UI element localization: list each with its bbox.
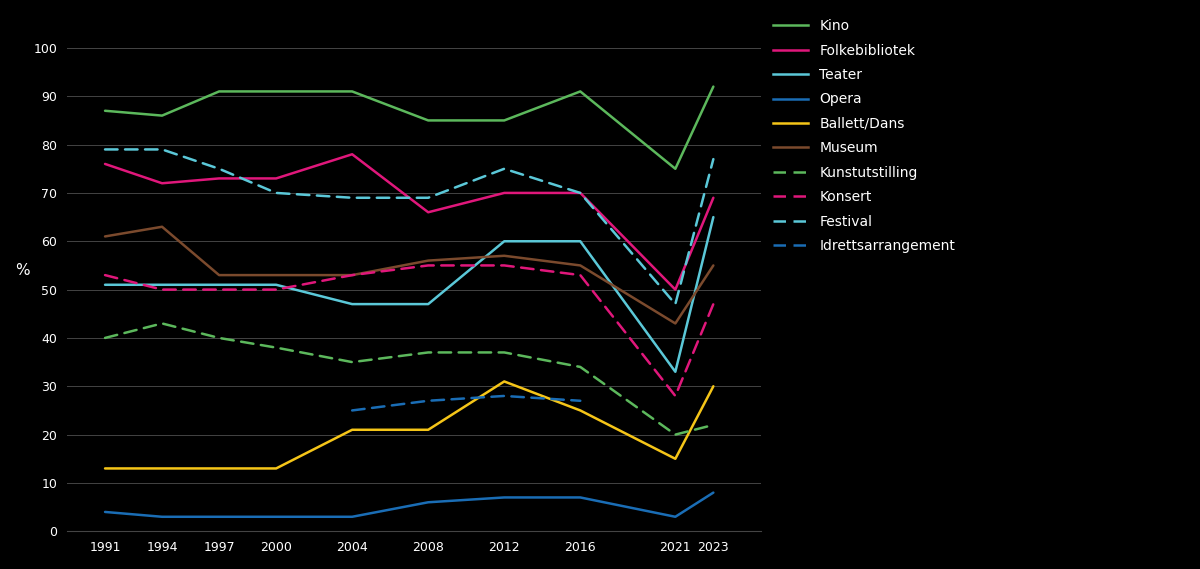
Y-axis label: %: % [16,262,30,278]
Legend: Kino, Folkebibliotek, Teater, Opera, Ballett/Dans, Museum, Kunstutstilling, Kons: Kino, Folkebibliotek, Teater, Opera, Bal… [768,14,961,258]
